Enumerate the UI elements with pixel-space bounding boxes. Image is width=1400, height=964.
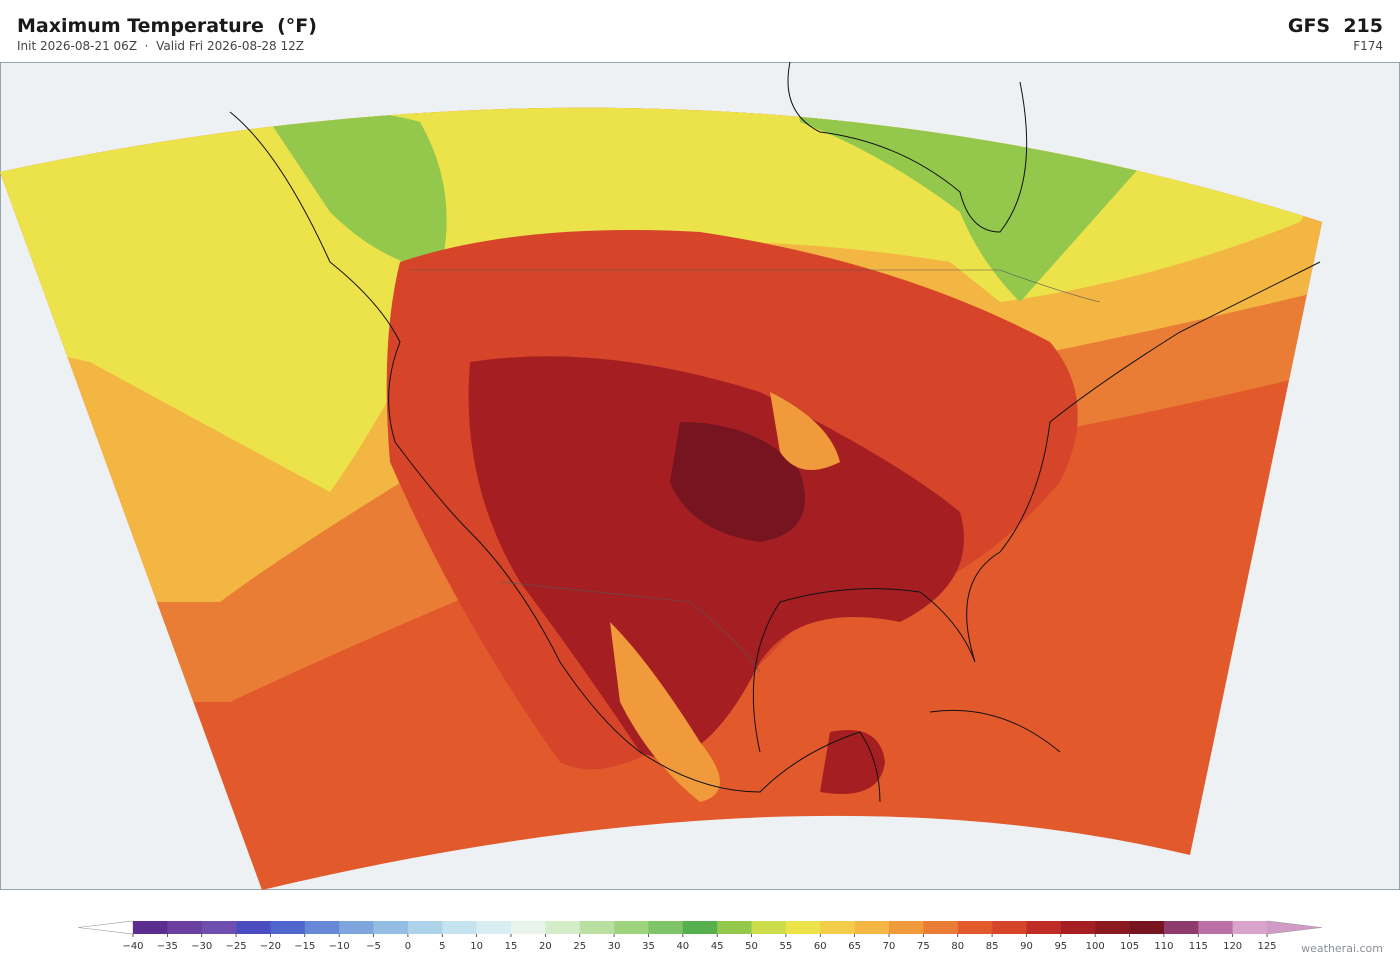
colorbar-tick-label: 115 xyxy=(1189,941,1208,952)
colorbar-tick-label: 5 xyxy=(439,941,445,952)
colorbar-swatch xyxy=(682,921,718,934)
colorbar-swatch xyxy=(270,921,306,934)
colorbar-tick-label: 95 xyxy=(1054,941,1067,952)
colorbar-tick-label: 105 xyxy=(1120,941,1139,952)
colorbar-tick-label: 65 xyxy=(848,941,861,952)
colorbar-swatch xyxy=(133,921,168,934)
colorbar-swatch xyxy=(476,921,512,934)
colorbar: −40 −35 −30 −25 −20 −15 −10 −5 0 5 10 15 20 25 30 35 40 4… xyxy=(77,920,1323,952)
colorbar-tick-label: 80 xyxy=(951,941,964,952)
colorbar-tick-label: 20 xyxy=(539,941,552,952)
colorbar-swatch xyxy=(339,921,374,934)
colorbar-swatch xyxy=(1026,921,1062,934)
colorbar-swatch xyxy=(854,921,890,934)
colorbar-tick-label: −5 xyxy=(366,941,381,952)
colorbar-over xyxy=(1266,920,1323,935)
colorbar-tick-label: 45 xyxy=(711,941,724,952)
borders xyxy=(410,269,1101,673)
colorbar-swatch xyxy=(889,921,924,934)
colorbar-swatch xyxy=(992,921,1027,934)
colorbar-swatch xyxy=(579,921,615,934)
colorbar-tick-label: 10 xyxy=(470,941,483,952)
colorbar-tick-label: 75 xyxy=(917,941,930,952)
colorbar-swatch xyxy=(1095,921,1130,934)
colorbar-tick-label: 120 xyxy=(1223,941,1242,952)
colorbar-swatch xyxy=(648,921,684,934)
colorbar-swatch xyxy=(923,921,959,934)
colorbar-tick-label: 100 xyxy=(1086,941,1105,952)
colorbar-tick-label: 30 xyxy=(608,941,621,952)
colorbar-swatch xyxy=(442,921,477,934)
coastlines xyxy=(229,62,1321,803)
colorbar-swatch xyxy=(785,921,821,934)
credit: weatherai.com xyxy=(1301,942,1383,955)
colorbar-swatch xyxy=(1198,921,1233,934)
colorbar-tick-label: −20 xyxy=(260,941,281,952)
colorbar-tick-label: 35 xyxy=(642,941,655,952)
colorbar-swatch xyxy=(820,921,855,934)
colorbar-tick-label: 55 xyxy=(780,941,793,952)
colorbar-tick-label: 40 xyxy=(676,941,689,952)
colorbar-swatch xyxy=(1129,921,1165,934)
colorbar-tick-label: 85 xyxy=(986,941,999,952)
colorbar-tick-label: 0 xyxy=(405,941,411,952)
colorbar-under xyxy=(77,920,134,935)
colorbar-swatch xyxy=(201,921,237,934)
colorbar-swatch xyxy=(614,921,649,934)
colorbar-swatch xyxy=(717,921,752,934)
colorbar-tick-label: 110 xyxy=(1154,941,1173,952)
colorbar-tick-label: 50 xyxy=(745,941,758,952)
colorbar-tick-label: 25 xyxy=(573,941,586,952)
colorbar-swatch xyxy=(957,921,993,934)
colorbar-tick-label: −30 xyxy=(191,941,212,952)
colorbar-swatch xyxy=(511,921,546,934)
colorbar-swatch xyxy=(1060,921,1096,934)
colorbar-tick-label: 90 xyxy=(1020,941,1033,952)
colorbar-tick-label: −25 xyxy=(226,941,247,952)
colorbar-tick-label: 60 xyxy=(814,941,827,952)
colorbar-tick-label: −15 xyxy=(294,941,315,952)
colorbar-tick-label: −40 xyxy=(122,941,143,952)
colorbar-swatch xyxy=(751,921,787,934)
colorbar-tick-label: 15 xyxy=(505,941,518,952)
colorbar-swatch xyxy=(236,921,271,934)
colorbar-swatch xyxy=(373,921,409,934)
forecast-hour: F174 xyxy=(1353,39,1383,53)
colorbar-tick-label: −10 xyxy=(329,941,350,952)
model-name: GFS 215 xyxy=(1287,15,1383,37)
colorbar-tick-label: −35 xyxy=(157,941,178,952)
colorbar-swatch xyxy=(1163,921,1199,934)
colorbar-tick-label: 125 xyxy=(1257,941,1276,952)
colorbar-swatch xyxy=(1232,921,1268,934)
map-subtitle: Init 2026-08-21 06Z · Valid Fri 2026-08-… xyxy=(17,39,304,53)
colorbar-swatch xyxy=(167,921,203,934)
map xyxy=(0,62,1400,890)
map-title: Maximum Temperature (°F) xyxy=(17,15,317,37)
colorbar-tick-label: 70 xyxy=(883,941,896,952)
colorbar-swatch xyxy=(304,921,340,934)
colorbar-swatch xyxy=(545,921,581,934)
colorbar-swatch xyxy=(407,921,443,934)
